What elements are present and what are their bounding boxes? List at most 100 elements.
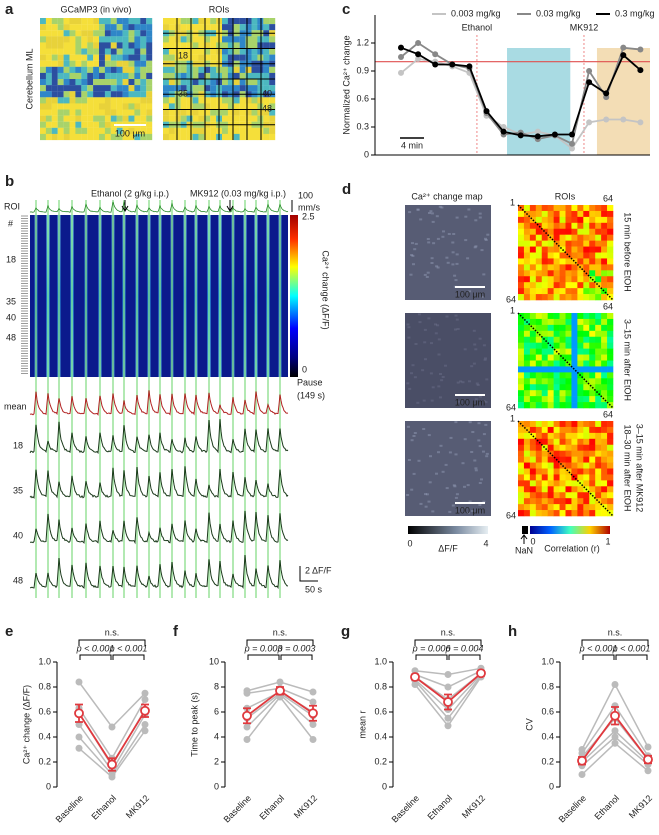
matrix-axis-label: 64	[603, 409, 613, 419]
matrix-cell	[541, 384, 548, 391]
pixel	[57, 42, 64, 49]
matrix-cell	[589, 396, 596, 403]
matrix-cell	[541, 396, 548, 403]
pixel	[198, 24, 205, 31]
matrix-cell	[535, 276, 543, 283]
pixel	[239, 18, 246, 25]
matrix-cell	[559, 264, 566, 271]
matrix-cell	[571, 205, 578, 212]
matrix-cell	[559, 294, 566, 301]
pixel	[245, 103, 252, 110]
matrix-cell	[589, 486, 596, 493]
pixel	[245, 97, 252, 104]
matrix-cell	[541, 342, 548, 349]
matrix-cell	[571, 438, 578, 446]
map-speck	[424, 358, 427, 361]
matrix-cell	[571, 252, 578, 259]
matrix-cell	[607, 348, 614, 355]
matrix-cell	[583, 474, 590, 481]
pixel	[99, 91, 105, 98]
matrix-cell	[547, 216, 554, 224]
map-speck	[468, 380, 471, 383]
matrix-cell	[553, 222, 560, 230]
matrix-cell	[535, 270, 543, 277]
pixel	[110, 42, 117, 49]
matrix-cell	[577, 396, 584, 403]
map-speck	[482, 273, 486, 276]
pixel	[163, 115, 169, 122]
map-speck	[474, 219, 478, 222]
pixel	[40, 79, 46, 86]
y-tick-label: 1.0	[38, 656, 51, 666]
matrix-cell	[559, 456, 566, 463]
matrix-cell	[553, 264, 560, 271]
matrix-cell	[589, 421, 596, 428]
matrix-cell	[523, 288, 531, 295]
side-label: Cerebellum ML	[24, 48, 34, 109]
pixel	[146, 121, 153, 128]
pixel	[99, 72, 105, 80]
pixel	[69, 109, 76, 116]
correlation-matrix	[518, 313, 614, 409]
map-speck	[406, 425, 410, 428]
pixel	[99, 24, 105, 31]
matrix-cell	[607, 432, 614, 440]
matrix-cell	[595, 498, 602, 505]
pixel	[63, 54, 70, 61]
pixel	[192, 127, 199, 134]
matrix-cell	[571, 480, 578, 487]
marker	[578, 771, 586, 778]
pixel	[93, 121, 100, 128]
matrix-cell	[535, 246, 543, 253]
pixel	[257, 42, 264, 49]
y-tick-label: 0.8	[541, 681, 554, 691]
pixel	[63, 133, 70, 141]
marker	[534, 128, 541, 135]
pixel	[81, 18, 88, 25]
pixel	[51, 60, 58, 67]
pixel	[257, 24, 264, 31]
matrix-cell	[541, 313, 548, 320]
map-image	[405, 313, 491, 408]
matrix-cell	[541, 492, 548, 499]
matrix-cell	[523, 282, 531, 289]
pixel	[210, 72, 217, 80]
pixel	[146, 54, 153, 61]
matrix-cell	[583, 264, 590, 271]
matrix-cell	[529, 372, 537, 379]
matrix-cell	[553, 234, 560, 241]
matrix-cell	[565, 282, 572, 289]
series-line	[78, 681, 146, 729]
shade-mk912	[596, 48, 650, 155]
pixel	[186, 109, 193, 116]
pixel	[75, 42, 82, 49]
matrix-cell	[535, 342, 543, 349]
matrix-cell	[541, 258, 548, 265]
matrix-cell	[523, 384, 531, 391]
map-speck	[472, 329, 476, 332]
matrix-cell	[553, 210, 560, 218]
matrix-cell	[601, 324, 608, 332]
pixel	[263, 115, 270, 122]
pixel	[251, 54, 258, 61]
matrix-cell	[589, 270, 596, 277]
pixel	[45, 109, 52, 116]
matrix-cell	[577, 360, 584, 367]
panel-label: h	[508, 623, 517, 640]
pixel	[239, 54, 246, 61]
pixel	[57, 115, 64, 122]
matrix-cell	[559, 378, 566, 385]
pixel	[186, 115, 193, 122]
pixel	[116, 79, 123, 86]
matrix-cell	[518, 348, 525, 355]
map-speck	[429, 372, 433, 375]
pixel	[163, 109, 169, 116]
matrix-cell	[553, 294, 560, 301]
matrix-cell	[577, 240, 584, 247]
pixel	[204, 85, 211, 92]
pixel	[251, 72, 258, 80]
matrix-cell	[529, 276, 537, 283]
map-speck	[435, 472, 438, 475]
matrix-cell	[583, 228, 590, 235]
pixel	[51, 66, 58, 73]
